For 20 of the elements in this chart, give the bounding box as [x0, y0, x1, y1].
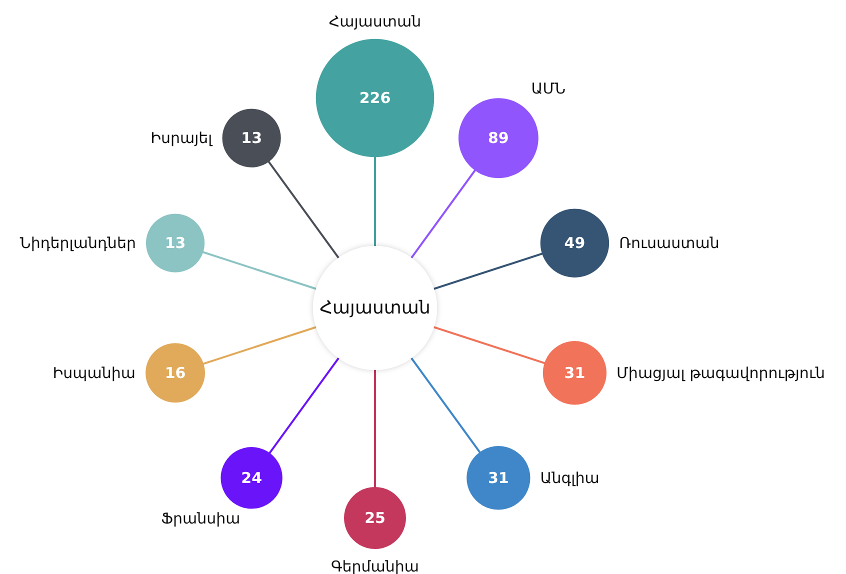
data-label: 13 [241, 129, 262, 148]
category-label: Իսրայել [150, 129, 214, 148]
data-label: 24 [241, 468, 262, 487]
category-label: Նիդերլանդներ [20, 234, 136, 252]
category-label: Անգլիա [540, 468, 600, 487]
data-label: 31 [564, 364, 586, 382]
data-label: 49 [564, 234, 586, 252]
data-label: 226 [359, 89, 391, 107]
category-label: Հայաստան [328, 12, 422, 30]
category-label: Իսպանիա [52, 364, 136, 382]
data-label: 89 [488, 129, 509, 148]
data-label: 25 [364, 509, 386, 527]
category-label: ԱՄՆ [531, 80, 566, 98]
text: Հայաստան [320, 298, 430, 318]
data-label: 13 [164, 234, 186, 252]
category-label: Ռուսաստան [619, 234, 720, 252]
data-label: 16 [164, 364, 186, 382]
data-label: 31 [488, 468, 509, 487]
category-label: Ֆրանսիա [161, 509, 240, 528]
category-label: Միացյալ թագավորություն [616, 364, 825, 382]
